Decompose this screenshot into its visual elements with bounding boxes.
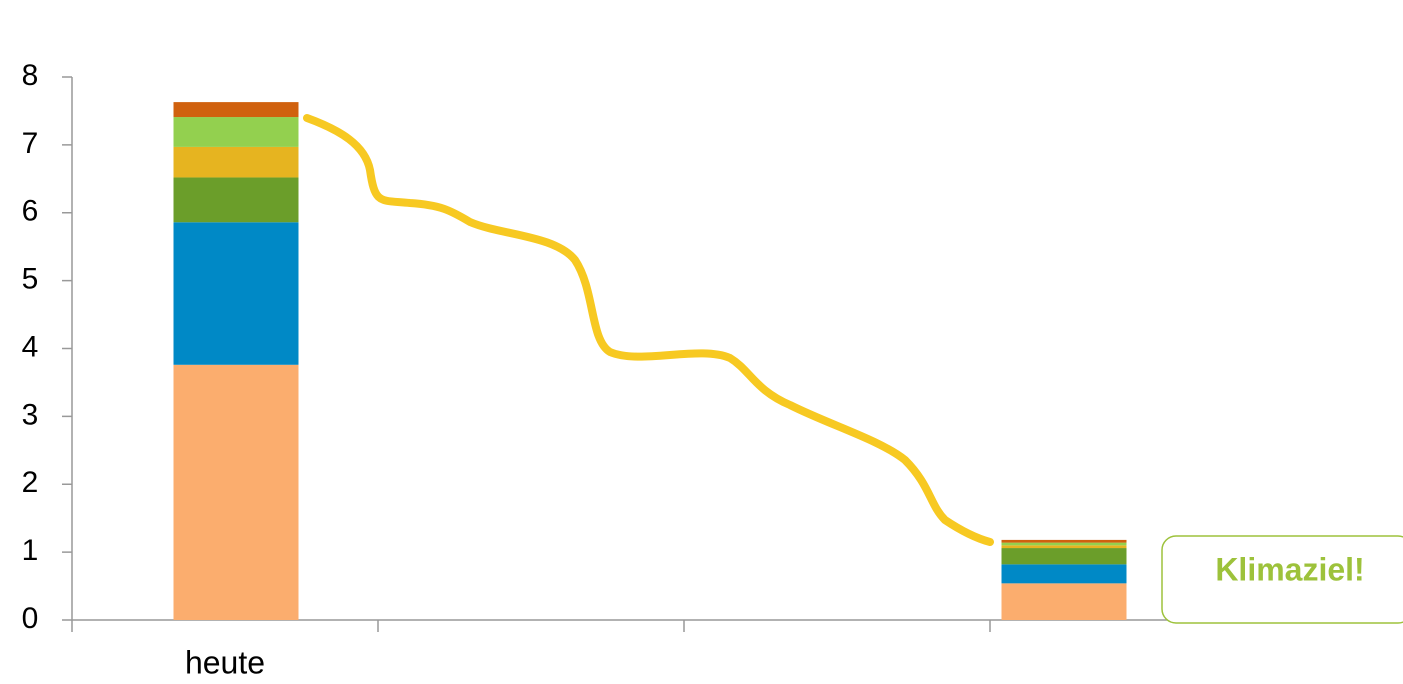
annotation: Klimaziel! [1215,551,1364,587]
bar-segment [1001,545,1127,549]
y-tick-label: 7 [22,127,39,160]
bar-segment [1001,539,1127,543]
bar-segment [173,146,299,178]
y-tick-label: 3 [22,398,39,431]
y-tick-label: 4 [22,330,39,363]
trend-curve [303,114,994,546]
bar-segment [1001,542,1127,546]
y-tick-label: 0 [22,602,39,635]
bar-segment [173,222,299,365]
x-tick-label: heute [185,644,265,680]
bar-segment [173,117,299,147]
y-tick-label: 6 [22,195,39,228]
bar-segment [1001,548,1127,565]
bar-segment [173,364,299,620]
bar-segment [1001,564,1127,584]
bar-segment [1001,583,1127,620]
bar-segment [173,102,299,118]
y-tick-label: 2 [22,466,39,499]
y-tick-label: 8 [22,59,39,92]
y-tick-label: 5 [22,263,39,296]
annotation-box [1161,535,1403,624]
y-tick-label: 1 [22,534,39,567]
bar-segment [173,177,299,223]
